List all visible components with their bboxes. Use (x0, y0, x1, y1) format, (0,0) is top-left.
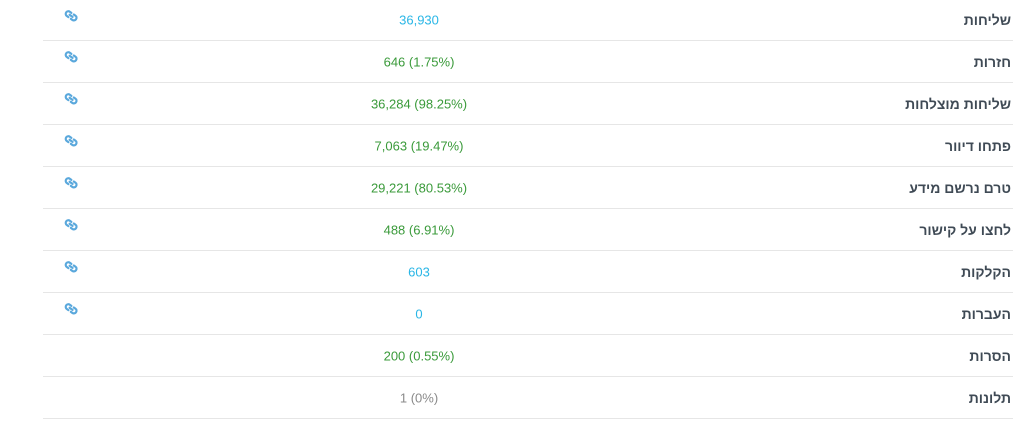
row-label: העברות (961, 305, 1011, 322)
row-label: טרם נרשם מידע (909, 179, 1011, 196)
link-icon[interactable] (63, 176, 79, 190)
row-label: פתחו דיוור (945, 137, 1011, 154)
stats-row-opened: פתחו דיוור 7,063 (19.47%) (43, 125, 1013, 167)
stats-row-clicked-link: לחצו על קישור 488 (6.91%) (43, 209, 1013, 251)
link-icon[interactable] (63, 92, 79, 106)
stats-row-delivered: שליחות מוצלחות 36,284 (98.25%) (43, 83, 1013, 125)
row-label: הקלקות (961, 263, 1011, 280)
stats-row-sends: שליחות 36,930 (43, 0, 1013, 41)
link-icon[interactable] (63, 9, 79, 23)
row-label: חזרות (973, 53, 1011, 70)
row-label: תלונות (968, 389, 1011, 406)
link-icon[interactable] (63, 50, 79, 64)
stats-row-bounces: חזרות 646 (1.75%) (43, 41, 1013, 83)
stats-row-unsubscribes: הסרות 200 (0.55%) (43, 335, 1013, 377)
link-icon[interactable] (63, 134, 79, 148)
row-label: לחצו על קישור (919, 221, 1011, 238)
link-icon[interactable] (63, 260, 79, 274)
row-label: שליחות מוצלחות (905, 95, 1011, 112)
row-label: הסרות (969, 347, 1011, 364)
stats-row-forwards: העברות 0 (43, 293, 1013, 335)
stats-row-clicks: הקלקות 603 (43, 251, 1013, 293)
stats-row-complaints: תלונות 1 (0%) (43, 377, 1013, 419)
link-icon[interactable] (63, 218, 79, 232)
campaign-stats-table: שליחות 36,930 חזרות 646 (1.75%) שליחות מ… (43, 0, 1013, 419)
link-icon[interactable] (63, 302, 79, 316)
row-label: שליחות (963, 12, 1011, 28)
stats-row-unknown: טרם נרשם מידע 29,221 (80.53%) (43, 167, 1013, 209)
